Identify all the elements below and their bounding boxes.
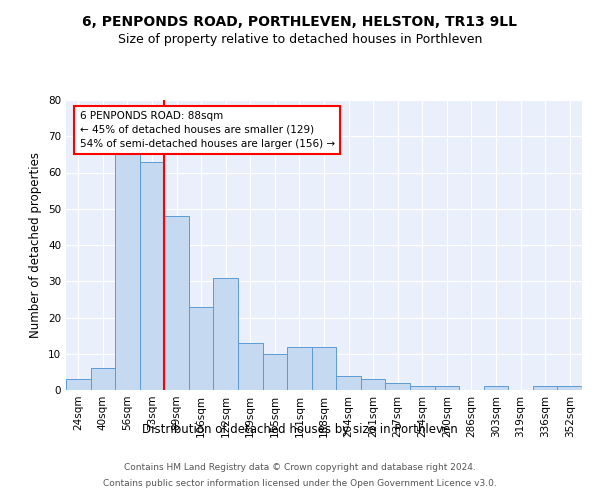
Bar (91, 368, 115, 390)
Bar (312, 346, 336, 390)
Bar (557, 386, 582, 390)
Bar (238, 343, 263, 390)
Text: Contains public sector information licensed under the Open Government Licence v3: Contains public sector information licen… (103, 478, 497, 488)
Text: Contains HM Land Registry data © Crown copyright and database right 2024.: Contains HM Land Registry data © Crown c… (124, 464, 476, 472)
Bar (484, 386, 508, 390)
Bar (533, 386, 557, 390)
Bar (140, 162, 164, 390)
Bar (434, 386, 459, 390)
Bar (385, 383, 410, 390)
Text: 6 PENPONDS ROAD: 88sqm
← 45% of detached houses are smaller (129)
54% of semi-de: 6 PENPONDS ROAD: 88sqm ← 45% of detached… (80, 111, 335, 149)
Text: Distribution of detached houses by size in Porthleven: Distribution of detached houses by size … (142, 422, 458, 436)
Text: Size of property relative to detached houses in Porthleven: Size of property relative to detached ho… (118, 32, 482, 46)
Bar (189, 306, 214, 390)
Bar (214, 278, 238, 390)
Bar (336, 376, 361, 390)
Bar (287, 346, 312, 390)
Bar (410, 386, 434, 390)
Bar (263, 354, 287, 390)
Bar (66, 379, 91, 390)
Text: 6, PENPONDS ROAD, PORTHLEVEN, HELSTON, TR13 9LL: 6, PENPONDS ROAD, PORTHLEVEN, HELSTON, T… (83, 15, 517, 29)
Bar (361, 379, 385, 390)
Bar (115, 154, 140, 390)
Bar (164, 216, 189, 390)
Y-axis label: Number of detached properties: Number of detached properties (29, 152, 43, 338)
